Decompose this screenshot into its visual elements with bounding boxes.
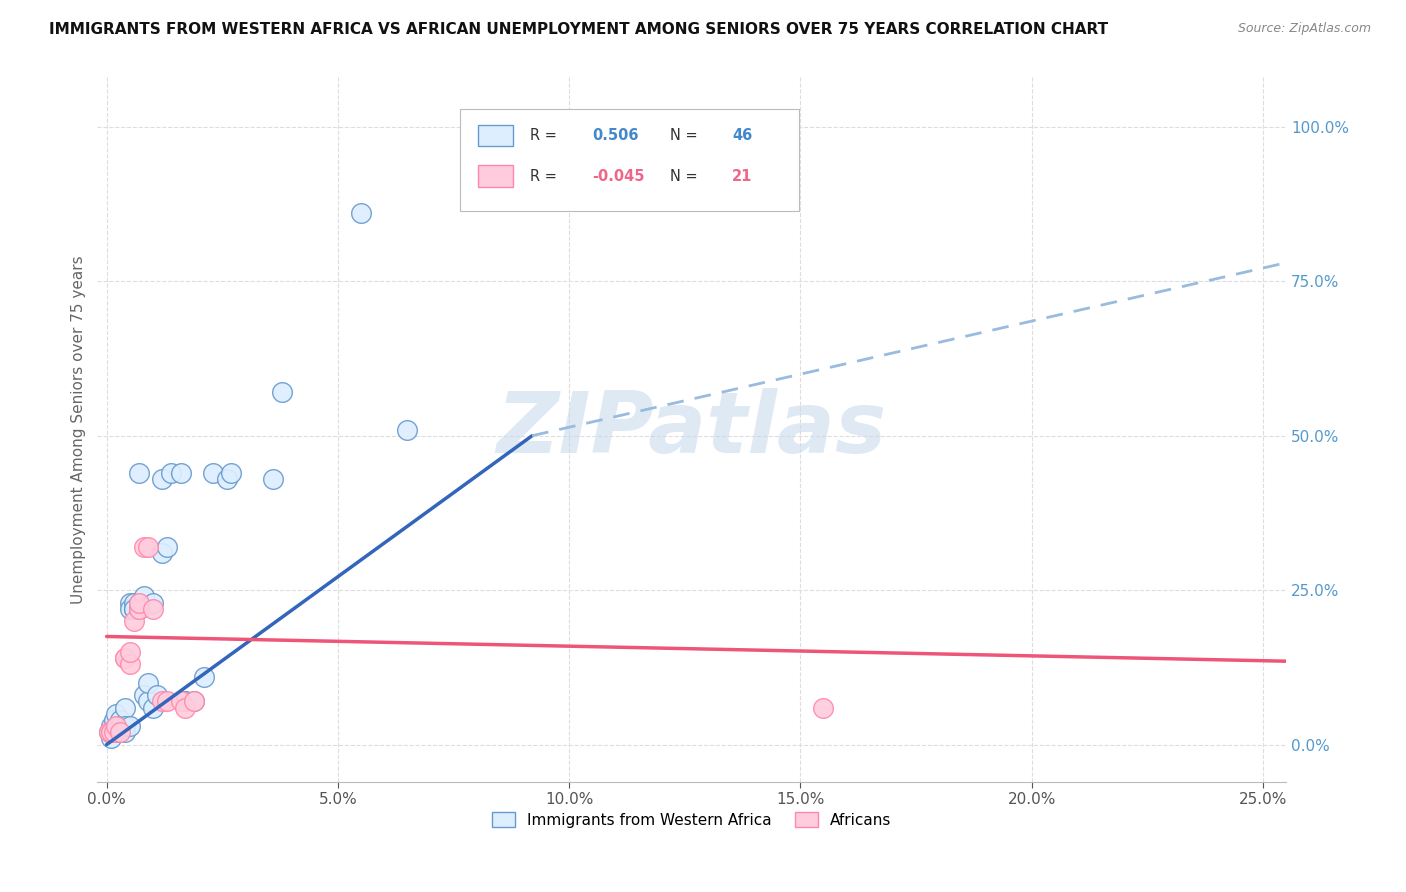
Point [128,466,150,480]
Text: 46: 46 [733,128,752,144]
Point [104,719,127,733]
Point [132,540,155,554]
Point [142,700,165,714]
Point [114,725,136,739]
Point [114,719,136,733]
Point [100,719,122,733]
Point [118,645,141,659]
Point [215,472,238,486]
Point [110,713,132,727]
Point [128,601,150,615]
Point [118,719,141,733]
Text: -0.045: -0.045 [592,169,644,184]
Point [97,725,120,739]
Point [169,694,191,708]
Point [174,694,197,708]
Point [156,694,179,708]
Point [128,601,150,615]
Point [132,590,155,604]
Point [193,670,215,684]
Point [118,601,141,615]
Point [146,688,169,702]
Point [150,472,173,486]
Point [110,725,132,739]
Legend: Immigrants from Western Africa, Africans: Immigrants from Western Africa, Africans [486,805,897,834]
Point [132,688,155,702]
Text: R =: R = [530,169,557,184]
Point [128,595,150,609]
Point [114,651,136,665]
Y-axis label: Unemployment Among Seniors over 75 years: Unemployment Among Seniors over 75 years [72,255,86,604]
Point [124,601,146,615]
FancyBboxPatch shape [478,126,513,146]
Point [118,595,141,609]
Point [124,601,146,615]
Point [183,694,205,708]
Point [128,595,150,609]
Point [136,540,159,554]
Point [118,657,141,672]
Point [150,694,173,708]
Point [100,731,122,746]
Text: N =: N = [671,169,697,184]
Text: IMMIGRANTS FROM WESTERN AFRICA VS AFRICAN UNEMPLOYMENT AMONG SENIORS OVER 75 YEA: IMMIGRANTS FROM WESTERN AFRICA VS AFRICA… [49,22,1108,37]
Point [201,466,224,480]
Point [169,466,191,480]
Text: R =: R = [530,128,557,144]
Point [97,725,120,739]
Point [262,472,284,486]
Point [813,700,835,714]
Text: 21: 21 [733,169,752,184]
Point [114,700,136,714]
Point [103,725,125,739]
Point [183,694,205,708]
FancyBboxPatch shape [460,109,799,211]
Point [136,694,159,708]
Point [221,466,243,480]
Point [110,725,132,739]
Point [350,206,373,220]
Text: ZIPatlas: ZIPatlas [496,388,887,471]
Point [174,700,197,714]
Point [271,385,294,400]
Point [103,713,125,727]
Point [396,423,419,437]
Point [128,601,150,615]
Point [142,595,165,609]
Point [124,595,146,609]
Point [104,706,127,721]
FancyBboxPatch shape [478,166,513,186]
Point [104,719,127,733]
Point [114,651,136,665]
Point [124,614,146,628]
Point [160,466,183,480]
Point [174,694,197,708]
Point [100,725,122,739]
Point [104,725,127,739]
Text: 0.506: 0.506 [592,128,638,144]
Point [110,719,132,733]
Point [150,546,173,560]
Point [142,601,165,615]
Text: N =: N = [671,128,697,144]
Text: Source: ZipAtlas.com: Source: ZipAtlas.com [1237,22,1371,36]
Point [136,675,159,690]
Point [156,540,179,554]
